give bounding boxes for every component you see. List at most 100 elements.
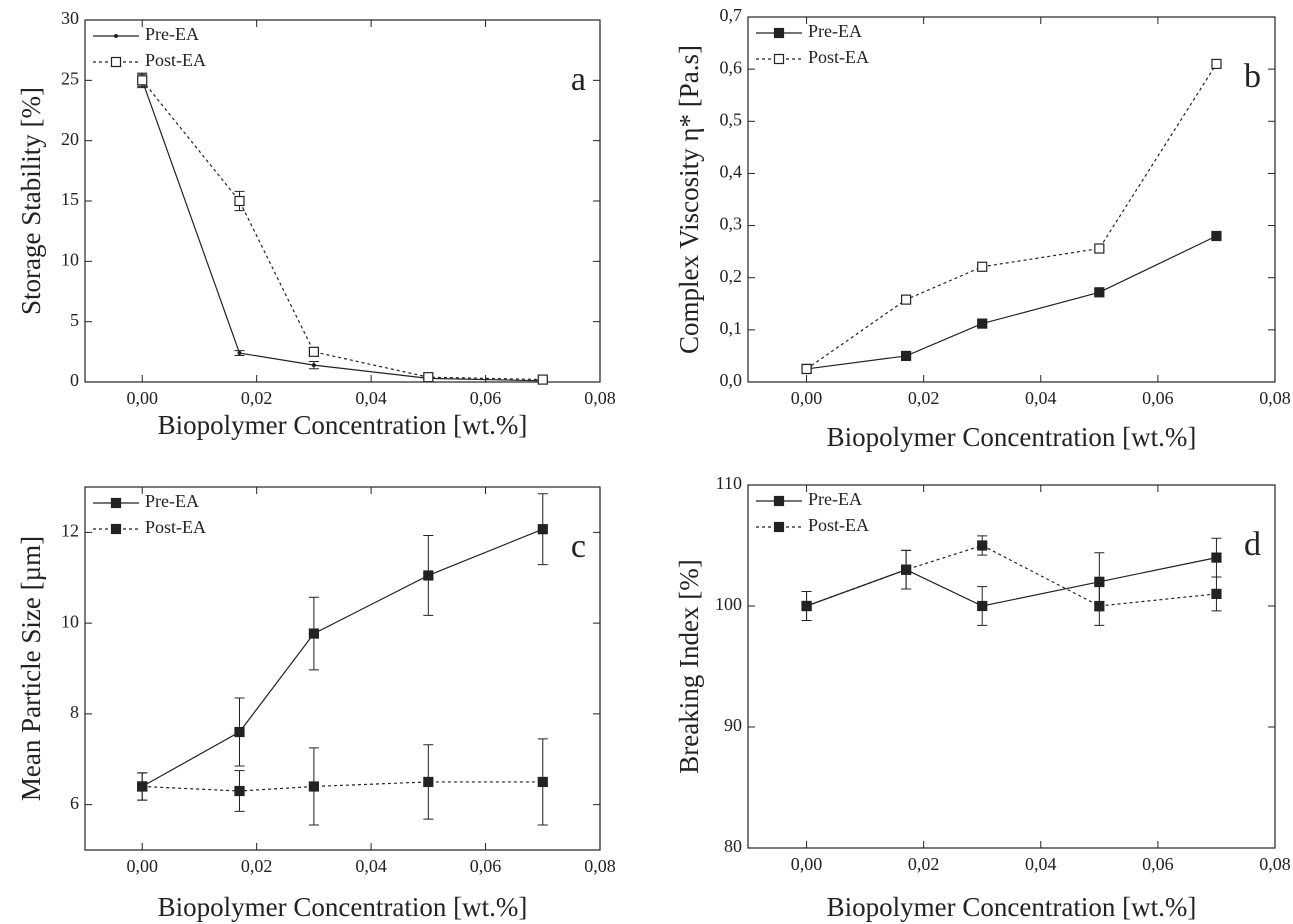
x-tick-label: 0,04	[355, 388, 387, 408]
x-tick-label: 0,06	[1142, 854, 1174, 874]
y-tick-label: 15	[61, 189, 79, 209]
legend-label: Post-EA	[808, 515, 869, 535]
legend-label: Post-EA	[145, 517, 206, 537]
x-tick-label: 0,04	[1025, 854, 1057, 874]
series-line	[141, 528, 544, 787]
x-tick-label: 0,02	[908, 388, 940, 408]
x-tick-label: 0,02	[241, 388, 273, 408]
marker	[537, 524, 548, 535]
series-line	[141, 80, 543, 382]
plot-frame	[84, 486, 601, 851]
marker	[423, 776, 434, 788]
marker	[900, 350, 912, 362]
y-tick-label: 0,0	[720, 370, 743, 390]
y-tick-label: 10	[61, 249, 79, 269]
marker	[1094, 600, 1105, 612]
legend-marker	[114, 34, 118, 38]
x-tick-label: 0,06	[1142, 388, 1174, 408]
y-tick-label: 0,3	[720, 214, 743, 234]
marker	[977, 540, 988, 551]
legend-marker	[110, 56, 122, 68]
panel: 0,00 0,02 0,04 0,06 0,08 6 8 10 12 Biopolymer Con…	[16, 486, 616, 922]
series-line	[806, 63, 1217, 370]
marker	[1211, 230, 1222, 242]
x-tick-label: 0,00	[791, 854, 823, 874]
marker	[977, 261, 988, 272]
legend-label: Pre-EA	[808, 489, 862, 509]
legend-label: Pre-EA	[808, 21, 862, 41]
marker	[234, 785, 245, 797]
marker	[137, 781, 148, 792]
marker	[977, 600, 988, 612]
x-tick-label: 0,08	[584, 856, 616, 876]
y-axis-label: Storage Stability [%]	[16, 87, 46, 315]
y-tick-label: 8	[70, 702, 79, 722]
x-tick-label: 0,08	[584, 388, 616, 408]
x-tick-label: 0,04	[1025, 388, 1057, 408]
marker	[308, 628, 319, 639]
x-axis-label: Biopolymer Concentration [wt.%]	[827, 422, 1197, 452]
y-tick-label: 0,4	[720, 162, 743, 182]
panel-label: a	[571, 61, 586, 98]
marker	[423, 372, 434, 383]
x-tick-label: 0,06	[470, 388, 502, 408]
series-line	[142, 781, 543, 792]
y-tick-label: 30	[61, 8, 79, 28]
y-tick-label: 25	[61, 68, 79, 88]
y-tick-label: 10	[61, 611, 79, 631]
legend-marker	[110, 523, 122, 535]
y-tick-label: 90	[724, 715, 742, 735]
marker	[1211, 552, 1222, 563]
y-tick-label: 5	[70, 310, 79, 330]
series-line	[806, 557, 1217, 607]
marker	[1094, 287, 1105, 298]
legend-marker	[773, 27, 785, 39]
y-tick-label: 0,7	[720, 5, 743, 25]
marker	[1211, 58, 1222, 70]
series-line	[806, 235, 1217, 370]
panel: 0,00 0,02 0,04 0,06 0,08 80 90 100 110 Biopolymer…	[674, 473, 1291, 922]
y-tick-label: 0,5	[720, 109, 743, 129]
x-tick-label: 0,00	[791, 388, 823, 408]
legend-label: Post-EA	[145, 50, 206, 70]
panel: 0,00 0,02 0,04 0,06 0,08 0,0 0,1 0,2 0,3 0,4 0,5 0,…	[674, 5, 1291, 452]
y-tick-label: 0	[70, 370, 79, 390]
legend-marker	[773, 495, 785, 507]
x-axis-label: Biopolymer Concentration [wt.%]	[827, 892, 1197, 922]
marker	[900, 564, 912, 575]
marker	[308, 346, 319, 357]
plot-frame	[747, 484, 1276, 849]
marker	[237, 351, 242, 356]
marker	[801, 600, 812, 612]
panel-label: b	[1244, 58, 1261, 95]
y-axis-label: Mean Particle Size [µm]	[16, 536, 46, 801]
y-axis-label: Breaking Index [%]	[674, 559, 704, 773]
x-axis-label: Biopolymer Concentration [wt.%]	[158, 410, 528, 440]
y-tick-label: 12	[61, 521, 79, 541]
y-tick-label: 20	[61, 129, 79, 149]
legend-label: Post-EA	[808, 47, 869, 67]
legend-marker	[110, 497, 122, 509]
marker	[234, 726, 245, 738]
marker	[977, 318, 988, 329]
legend-marker	[773, 53, 785, 65]
y-axis-label: Complex Viscosity η* [Pa.s]	[674, 45, 704, 354]
x-tick-label: 0,04	[355, 856, 387, 876]
marker	[1211, 588, 1222, 600]
marker	[137, 75, 148, 86]
series-line	[141, 79, 543, 381]
marker	[801, 363, 812, 375]
x-tick-label: 0,02	[241, 856, 273, 876]
panel-label: d	[1244, 526, 1261, 563]
y-tick-label: 0,2	[720, 266, 743, 286]
legend-label: Pre-EA	[145, 491, 199, 511]
x-tick-label: 0,00	[126, 388, 158, 408]
y-tick-label: 80	[724, 836, 742, 856]
y-tick-label: 0,1	[720, 318, 743, 338]
x-tick-label: 0,08	[1259, 388, 1291, 408]
y-tick-label: 110	[716, 473, 742, 493]
x-tick-label: 0,00	[126, 856, 158, 876]
marker	[423, 570, 434, 581]
x-tick-label: 0,06	[470, 856, 502, 876]
